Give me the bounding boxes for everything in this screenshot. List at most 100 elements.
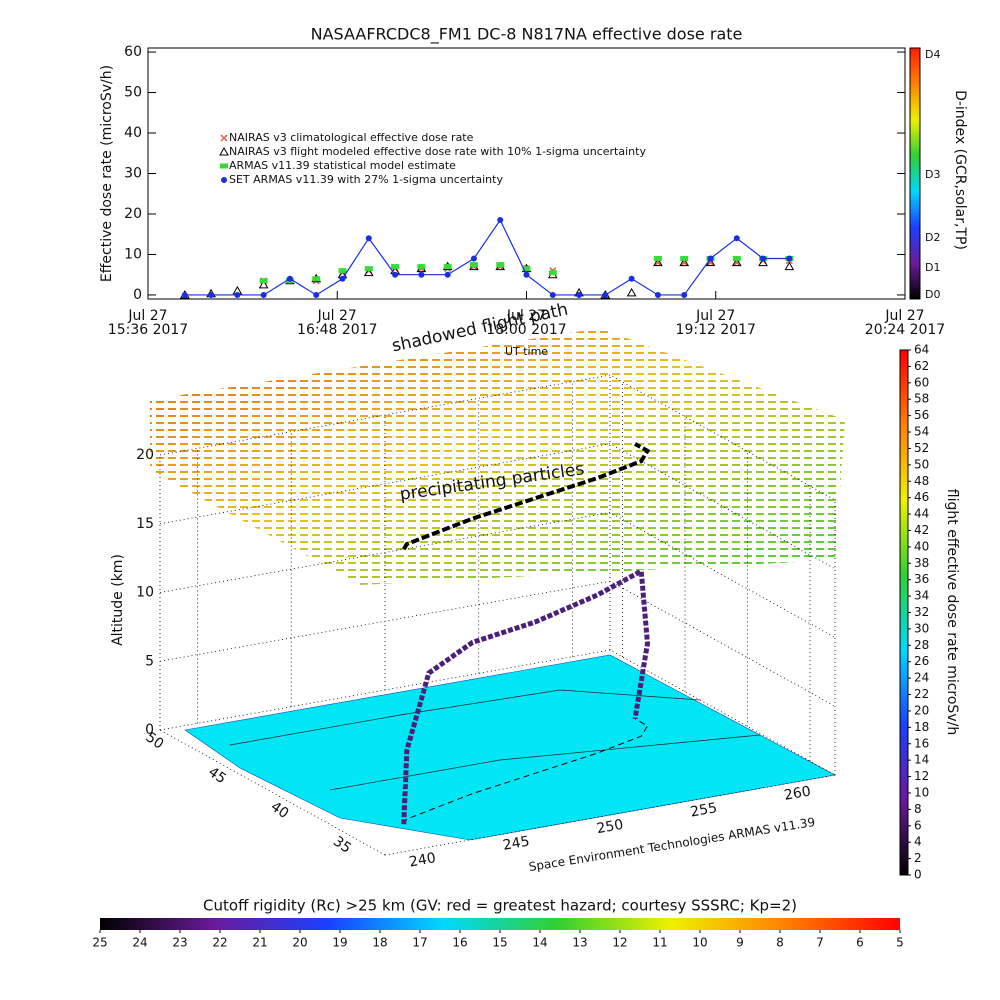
- colorbar-tick-label: 40: [914, 539, 929, 553]
- data-point: [418, 271, 425, 278]
- colorbar-tick-label: 52: [914, 441, 929, 455]
- y-tick-label: 40: [124, 125, 142, 141]
- colorbar-tick-label: 16: [452, 936, 467, 950]
- y-axis-label: Effective dose rate (microSv/h): [99, 65, 115, 282]
- colorbar-tick-label: 6: [914, 818, 922, 832]
- colorbar-tick-label: 62: [914, 359, 929, 373]
- colorbar-tick-label: D1: [925, 261, 940, 274]
- data-point: [365, 235, 372, 242]
- chart-title: NASAAFRCDC8_FM1 DC-8 N817NA effective do…: [311, 25, 743, 45]
- colorbar-tick-label: 21: [252, 936, 267, 950]
- colorbar-tick-label: 14: [914, 753, 929, 767]
- colorbar-tick-label: 58: [914, 392, 929, 406]
- series-line: [184, 218, 790, 296]
- x-tick-label: 15:36 2017: [108, 322, 188, 338]
- data-point: [286, 275, 293, 282]
- data-point: [444, 271, 451, 278]
- colorbar-tick-label: 20: [292, 936, 307, 950]
- colorbar-tick-label: 6: [856, 936, 864, 950]
- legend-label: NAIRAS v3 climatological effective dose …: [229, 131, 474, 144]
- x-tick-label: Jul 27: [127, 308, 167, 324]
- legend-label: ARMAS v11.39 statistical model estimate: [229, 159, 456, 172]
- colorbar-tick-label: 44: [914, 507, 929, 521]
- y-tick-label: 30: [124, 166, 142, 182]
- colorbar-tick-label: 24: [132, 936, 147, 950]
- x-tick-label: 20:24 2017: [865, 322, 945, 338]
- z-tick-label: 20: [136, 447, 154, 463]
- map-floor: [184, 654, 836, 841]
- colorbar: [909, 47, 921, 300]
- grid-line: [159, 443, 836, 570]
- data-point: [364, 266, 373, 272]
- colorbar-tick-label: 18: [914, 720, 929, 734]
- data-point: [680, 256, 689, 262]
- data-point: [258, 279, 269, 289]
- colorbar-tick-label: 2: [914, 851, 922, 865]
- x-tick-label: Jul 27: [317, 308, 357, 324]
- colorbar-tick-label: 48: [914, 474, 929, 488]
- colorbar-tick-label: 24: [914, 671, 929, 685]
- data-point: [733, 235, 740, 242]
- z-tick-label: 5: [145, 653, 154, 669]
- x-tick-label: 245: [502, 833, 531, 853]
- data-point: [469, 262, 478, 268]
- colorbar-tick-label: 18: [372, 936, 387, 950]
- colorbar-tick-label: 9: [736, 936, 744, 950]
- colorbar: [100, 918, 900, 930]
- legend-label: SET ARMAS v11.39 with 27% 1-sigma uncert…: [229, 173, 503, 186]
- x-tick-label: Jul 27: [884, 308, 924, 324]
- colorbar-tick-label: D2: [925, 231, 940, 244]
- box-edge: [159, 729, 386, 856]
- colorbar-label: D-index (GCR,solar,TP): [952, 90, 968, 250]
- data-point: [786, 255, 793, 262]
- colorbar-label: flight effective dose rate microSv/h: [944, 489, 960, 735]
- y-tick-label: 10: [124, 246, 142, 262]
- shadow-path: [402, 442, 651, 551]
- data-point: [220, 134, 228, 142]
- colorbar-tick-label: 50: [914, 457, 929, 471]
- colorbar-tick-label: 7: [816, 936, 824, 950]
- colorbar-tick-label: 34: [914, 589, 929, 603]
- data-point: [758, 257, 768, 267]
- x-tick-label: 19:12 2017: [676, 322, 756, 338]
- data-point: [731, 257, 742, 267]
- y-tick-label: 45: [205, 764, 229, 787]
- data-point: [470, 255, 477, 262]
- colorbar-label: Cutoff rigidity (Rc) >25 km (GV: red = g…: [203, 897, 797, 915]
- data-point: [626, 287, 637, 297]
- legend-label: NAIRAS v3 flight modeled effective dose …: [229, 145, 646, 158]
- colorbar-tick-label: D0: [925, 288, 940, 301]
- series: ARMAS v11.39 statistical model estimate: [220, 159, 794, 284]
- z-axis-label: Altitude (km): [110, 554, 126, 646]
- credit: Space Environment Technologies ARMAS v11…: [528, 815, 816, 874]
- colorbar-tick-label: 14: [532, 936, 547, 950]
- x-tick-label: 240: [408, 850, 437, 870]
- data-point: [784, 261, 795, 271]
- x-tick-label: 18:00 2017: [486, 322, 566, 338]
- y-tick-label: 35: [330, 833, 354, 856]
- data-point: [760, 255, 767, 262]
- grid-line: [159, 374, 836, 501]
- data-point: [602, 291, 609, 298]
- data-point: [391, 264, 400, 270]
- data-point: [443, 264, 452, 270]
- colorbar-tick-label: 36: [914, 572, 929, 586]
- colorbar-tick-label: 10: [914, 785, 929, 799]
- dose-field: [150, 328, 845, 585]
- data-point: [338, 268, 347, 274]
- data-point: [628, 275, 635, 282]
- x-tick-label: 255: [689, 800, 718, 820]
- ground-track: [403, 718, 649, 825]
- data-point: [653, 257, 663, 267]
- data-point: [363, 267, 374, 277]
- z-tick-label: 10: [136, 585, 154, 601]
- colorbar-tick-label: 64: [914, 343, 929, 357]
- colorbar-tick-label: 15: [492, 936, 507, 950]
- colorbar-tick-label: 0: [914, 868, 922, 882]
- colorbar-tick-label: 17: [412, 936, 427, 950]
- data-point: [260, 291, 267, 298]
- colorbar-tick-label: 4: [914, 835, 922, 849]
- data-point: [496, 262, 505, 268]
- y-tick-label: 60: [124, 44, 142, 60]
